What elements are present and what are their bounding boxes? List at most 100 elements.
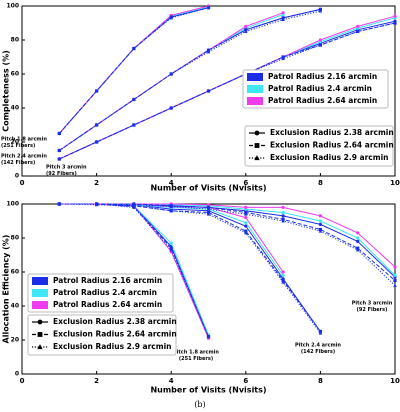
legend-swatch xyxy=(32,277,48,285)
x-tick-label: 0 xyxy=(20,377,25,385)
marker xyxy=(393,21,397,25)
marker xyxy=(37,319,43,325)
marker xyxy=(356,231,360,235)
legend-label: Exclusion Radius 2.9 arcmin xyxy=(53,342,171,351)
legend-label: Patrol Radius 2.16 arcmin xyxy=(53,276,162,285)
series-line xyxy=(59,203,396,276)
marker xyxy=(393,273,397,277)
x-tick-label: 4 xyxy=(169,179,174,187)
x-tick-label: 6 xyxy=(243,377,248,385)
series-line xyxy=(58,7,209,134)
marker xyxy=(206,89,211,93)
marker xyxy=(244,29,248,33)
legend-label: Patrol Radius 2.4 arcmin xyxy=(53,288,157,297)
x-axis-label: Number of Visits (Nvisits) xyxy=(150,184,266,193)
marker xyxy=(281,56,285,61)
legend-label: Exclusion Radius 2.38 arcmin xyxy=(270,128,394,137)
y-axis-label: Allocation Efficiency (%) xyxy=(2,235,11,344)
y-tick-label: 40 xyxy=(11,303,19,310)
series-line xyxy=(58,7,209,134)
marker xyxy=(281,11,285,15)
marker xyxy=(281,205,285,209)
marker xyxy=(244,212,248,216)
y-tick-label: 0 xyxy=(15,371,19,378)
legend-label: Patrol Radius 2.64 arcmin xyxy=(268,96,377,105)
marker xyxy=(244,205,248,209)
marker xyxy=(57,202,62,206)
marker xyxy=(57,157,62,161)
legend-box xyxy=(244,125,394,167)
y-tick-label: 20 xyxy=(11,139,19,146)
annotation: Pitch 3 arcmin xyxy=(46,165,87,171)
marker xyxy=(281,210,285,215)
x-tick-label: 10 xyxy=(390,179,400,187)
y-tick-label: 40 xyxy=(11,105,19,112)
caption: (b) xyxy=(194,400,205,409)
y-tick-label: 60 xyxy=(11,71,19,78)
marker xyxy=(254,143,260,148)
annotation: (251 Fibers) xyxy=(179,356,213,362)
y-tick-label: 60 xyxy=(11,269,19,276)
marker xyxy=(393,265,397,269)
marker xyxy=(244,24,248,28)
marker xyxy=(169,15,173,20)
y-tick-label: 100 xyxy=(6,3,19,10)
marker xyxy=(169,106,173,110)
x-tick-label: 2 xyxy=(94,179,99,187)
marker xyxy=(355,247,360,252)
annotation: (92 Fibers) xyxy=(46,171,77,177)
series-line xyxy=(59,203,396,286)
marker xyxy=(94,89,99,93)
marker xyxy=(132,202,136,207)
x-axis-label: Number of Visits (Nvisits) xyxy=(150,386,266,395)
marker xyxy=(393,278,397,283)
marker xyxy=(169,72,173,76)
y-tick-label: 20 xyxy=(11,337,19,344)
marker xyxy=(318,229,323,233)
marker xyxy=(281,214,285,218)
marker xyxy=(254,130,260,136)
y-tick-label: 0 xyxy=(15,173,19,180)
series-line xyxy=(59,22,396,160)
legend-swatch xyxy=(32,289,48,297)
series-line xyxy=(59,203,396,281)
legend-box xyxy=(242,69,389,109)
series-line xyxy=(59,203,284,273)
marker xyxy=(355,29,360,33)
x-tick-label: 6 xyxy=(243,179,248,187)
y-tick-label: 80 xyxy=(11,37,19,44)
marker xyxy=(318,38,322,42)
x-tick-label: 4 xyxy=(169,377,174,385)
legend-swatch xyxy=(32,301,48,309)
marker xyxy=(318,222,322,226)
marker xyxy=(132,123,136,127)
marker xyxy=(57,148,62,152)
marker xyxy=(318,219,322,223)
marker xyxy=(356,236,360,240)
x-tick-label: 2 xyxy=(94,377,99,385)
legend-box xyxy=(27,314,177,356)
marker xyxy=(281,270,285,274)
series-line xyxy=(58,7,209,134)
legend-label: Patrol Radius 2.64 arcmin xyxy=(53,300,162,309)
marker xyxy=(206,5,211,10)
marker xyxy=(356,239,360,243)
marker xyxy=(244,221,248,225)
series-line xyxy=(59,8,321,151)
annotation: (142 Fibers) xyxy=(301,349,335,355)
marker xyxy=(57,131,62,135)
marker xyxy=(281,17,285,22)
legend-label: Patrol Radius 2.4 arcmin xyxy=(268,84,372,93)
legend-swatch xyxy=(247,97,263,105)
marker xyxy=(94,140,99,144)
marker xyxy=(356,24,360,28)
marker xyxy=(169,204,173,208)
marker xyxy=(393,283,397,288)
marker xyxy=(132,97,136,101)
marker xyxy=(393,14,397,18)
marker xyxy=(244,224,248,228)
marker xyxy=(169,247,173,252)
x-tick-label: 8 xyxy=(318,377,323,385)
legend-label: Exclusion Radius 2.9 arcmin xyxy=(270,153,388,162)
marker xyxy=(318,43,323,47)
